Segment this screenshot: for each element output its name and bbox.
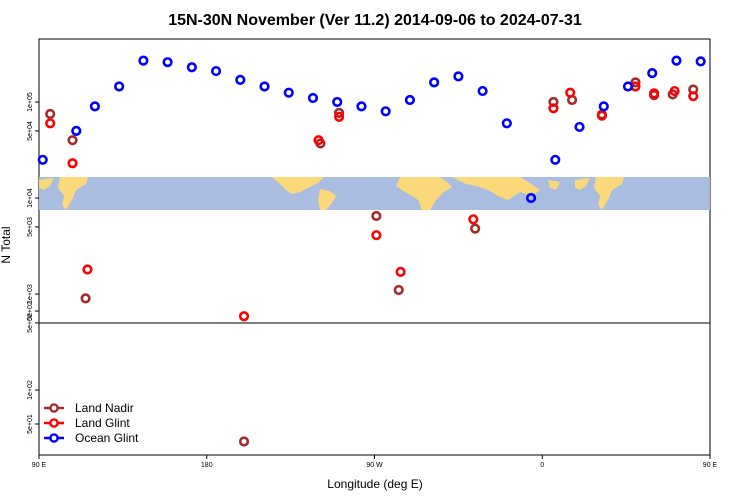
land-mass xyxy=(58,177,88,210)
data-point xyxy=(283,87,294,98)
data-point xyxy=(356,101,367,112)
data-point xyxy=(548,96,559,108)
chart-title: 15N-30N November (Ver 11.2) 2014-09-06 t… xyxy=(168,12,582,29)
land-mass xyxy=(548,180,560,190)
data-point xyxy=(548,103,559,114)
data-point xyxy=(395,266,406,277)
data-point xyxy=(71,125,82,136)
world-map-strip xyxy=(39,177,710,210)
data-point xyxy=(647,68,658,79)
data-point xyxy=(313,135,324,146)
legend-label: Ocean Glint xyxy=(75,431,139,445)
data-point xyxy=(67,135,78,146)
data-point xyxy=(238,311,250,322)
data-point xyxy=(648,88,660,99)
data-point xyxy=(565,87,576,98)
data-point xyxy=(210,65,222,77)
data-points xyxy=(37,55,706,447)
data-point xyxy=(470,223,481,234)
data-point xyxy=(598,101,609,112)
data-point xyxy=(235,74,246,85)
y-axis: 5e+021e+035e+031e+045e+041e+055e+011e+02… xyxy=(27,92,39,434)
legend-label: Land Nadir xyxy=(75,401,134,415)
y-tick-label: 5e+04 xyxy=(27,121,34,141)
data-point xyxy=(688,91,699,102)
legend-marker xyxy=(49,433,59,443)
legend-marker xyxy=(49,403,59,413)
data-point xyxy=(186,62,197,73)
y-tick-label: 5e+01 xyxy=(27,414,34,434)
y-tick-label: 5e+03 xyxy=(27,217,34,237)
data-point xyxy=(574,121,585,133)
data-point xyxy=(550,154,561,165)
data-point xyxy=(162,57,173,68)
land-mass xyxy=(575,178,590,190)
data-point xyxy=(80,293,91,304)
y-tick-label: 1e+03 xyxy=(27,284,34,304)
series-ocean-glint xyxy=(37,55,706,204)
data-point xyxy=(477,85,488,97)
y-axis-label: N Total xyxy=(0,226,13,263)
land-mass xyxy=(39,178,54,190)
data-point xyxy=(114,81,125,92)
y-tick-label: 1e+04 xyxy=(27,188,34,208)
data-point xyxy=(259,81,270,92)
data-point xyxy=(332,96,343,108)
data-point xyxy=(37,154,48,165)
data-point xyxy=(501,118,512,129)
x-tick-label: 180 xyxy=(201,462,213,469)
data-point xyxy=(525,192,537,204)
data-point xyxy=(380,106,391,117)
data-point xyxy=(45,118,56,129)
y-tick-label: 5e+02 xyxy=(27,313,34,333)
data-point xyxy=(671,55,682,66)
land-mass xyxy=(594,177,624,210)
legend-label: Land Glint xyxy=(75,416,130,430)
data-point xyxy=(429,77,440,88)
land-mass xyxy=(396,177,452,210)
x-tick-label: 90 E xyxy=(32,462,47,469)
x-axis-label: Longitude (deg E) xyxy=(327,477,422,491)
x-tick-label: 90 W xyxy=(366,462,383,469)
data-point xyxy=(333,107,345,118)
data-point xyxy=(630,77,641,88)
data-point xyxy=(371,210,382,222)
data-point xyxy=(45,108,56,120)
series-land-glint xyxy=(45,81,699,322)
x-tick-label: 90 E xyxy=(703,462,718,469)
plot-frame xyxy=(38,38,711,456)
data-point xyxy=(89,101,101,112)
plot-panels xyxy=(38,38,711,456)
data-point xyxy=(138,55,149,66)
data-point xyxy=(67,158,78,169)
y-tick-label: 1e+02 xyxy=(27,380,34,400)
data-point xyxy=(468,214,479,225)
x-axis: 90 E 180 90 W 0 90 E xyxy=(32,455,718,469)
data-point xyxy=(453,71,464,82)
data-point xyxy=(393,284,404,296)
land-mass xyxy=(452,177,540,200)
data-point xyxy=(371,230,382,241)
y-tick-label: 5e+02 xyxy=(27,301,34,321)
y-tick-label: 1e+05 xyxy=(27,92,34,112)
land-mass xyxy=(272,177,324,194)
land-mass xyxy=(318,189,336,210)
data-point xyxy=(307,92,319,104)
data-point xyxy=(695,56,706,67)
data-point xyxy=(82,264,93,275)
x-tick-label: 0 xyxy=(540,462,544,469)
data-point xyxy=(404,94,416,106)
data-point xyxy=(333,111,345,122)
data-point xyxy=(669,85,680,97)
legend-marker xyxy=(49,418,59,428)
data-point xyxy=(238,436,250,447)
data-point xyxy=(622,81,634,92)
